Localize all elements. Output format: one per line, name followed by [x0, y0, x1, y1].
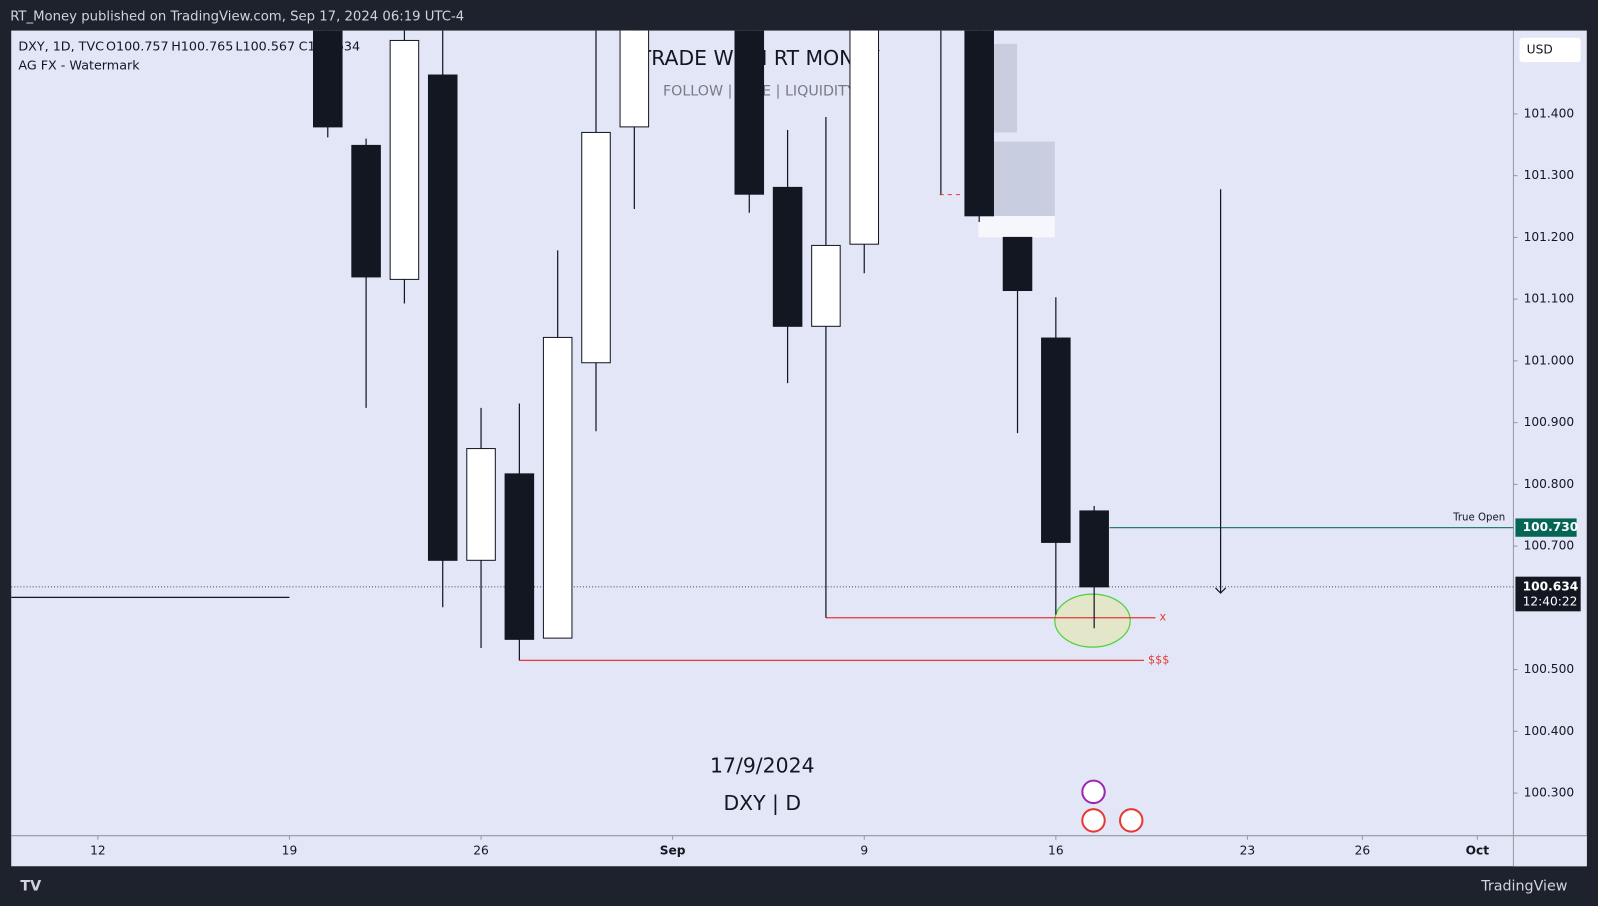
x-tick-label: Oct [1466, 843, 1490, 857]
brand-logo: TV [20, 879, 41, 895]
candle-body [427, 74, 458, 561]
candle-body [1079, 510, 1109, 588]
symbol: DXY, 1D, TVC [18, 39, 104, 54]
x-tick-label: 26 [473, 843, 489, 857]
candle-body [504, 473, 535, 640]
candle-body [312, 30, 343, 128]
candle-body [1002, 236, 1033, 292]
x-tick-label: 12 [90, 843, 106, 857]
y-tick-label: 100.300 [1524, 786, 1575, 800]
highlight-ellipse [1054, 593, 1131, 648]
time-axis-background [11, 835, 1587, 867]
x-tick-label: 26 [1355, 843, 1371, 857]
watermark-symbol: DXY | D [724, 791, 802, 816]
ohlc-open: O100.757 [106, 39, 169, 54]
candle-body [772, 186, 803, 327]
event-icons [1081, 779, 1144, 833]
event-icon [1119, 808, 1144, 833]
countdown: 12:40:22 [1523, 595, 1578, 609]
candle-body [351, 144, 381, 278]
x-tick-label: 16 [1048, 843, 1064, 857]
level-label: x [1160, 611, 1167, 624]
candle-body [927, 0, 956, 3]
brand: TradingView [1480, 879, 1567, 895]
price-axis-background [1513, 30, 1587, 867]
x-tick-label: 23 [1240, 843, 1256, 857]
event-icon [1081, 779, 1106, 805]
candle-body [542, 336, 573, 639]
y-tick-label: 101.000 [1524, 353, 1575, 367]
y-tick-label: 100.400 [1524, 724, 1575, 738]
x-tick-label: Sep [660, 843, 686, 857]
level-label: $$$ [1148, 653, 1169, 666]
event-icon [1081, 808, 1106, 833]
ohlc-low: L100.567 [235, 39, 295, 54]
arrow-head [1215, 587, 1227, 594]
zone [978, 216, 1055, 238]
currency: USD [1527, 42, 1553, 56]
ohlc-high: H100.765 [171, 39, 233, 54]
candle-body [964, 30, 994, 217]
last-price-box [1515, 576, 1581, 612]
y-tick-label: 100.900 [1524, 415, 1575, 429]
candle-body [466, 448, 496, 561]
true-open-box [1515, 518, 1577, 537]
indicator: AG FX - Watermark [18, 59, 140, 74]
x-tick-label: 9 [860, 843, 868, 857]
plot: x $$$ [11, 0, 1514, 666]
publisher: RT_Money published on TradingView.com, S… [10, 9, 464, 24]
currency-box [1519, 37, 1581, 63]
true-open-name: True Open [1452, 512, 1505, 523]
candle-body [849, 30, 880, 245]
candle-body [734, 30, 765, 195]
y-tick-label: 100.700 [1524, 539, 1575, 553]
candle-body [581, 131, 611, 364]
candle-body [1041, 337, 1071, 543]
y-tick-label: 101.400 [1524, 106, 1575, 120]
y-tick-label: 101.100 [1524, 292, 1575, 306]
y-tick-label: 101.300 [1524, 168, 1575, 182]
last-price-label: 100.634 [1523, 579, 1579, 593]
y-tick-label: 100.800 [1524, 477, 1575, 491]
y-tick-label: 101.200 [1524, 230, 1575, 244]
y-tick-label: 100.500 [1524, 662, 1575, 676]
true-open-label: 100.730 [1523, 520, 1579, 534]
candle-body [811, 244, 841, 327]
candle-body [619, 30, 650, 128]
candle-body [389, 39, 420, 280]
watermark-date: 17/9/2024 [710, 753, 814, 777]
x-tick-label: 19 [282, 843, 298, 857]
